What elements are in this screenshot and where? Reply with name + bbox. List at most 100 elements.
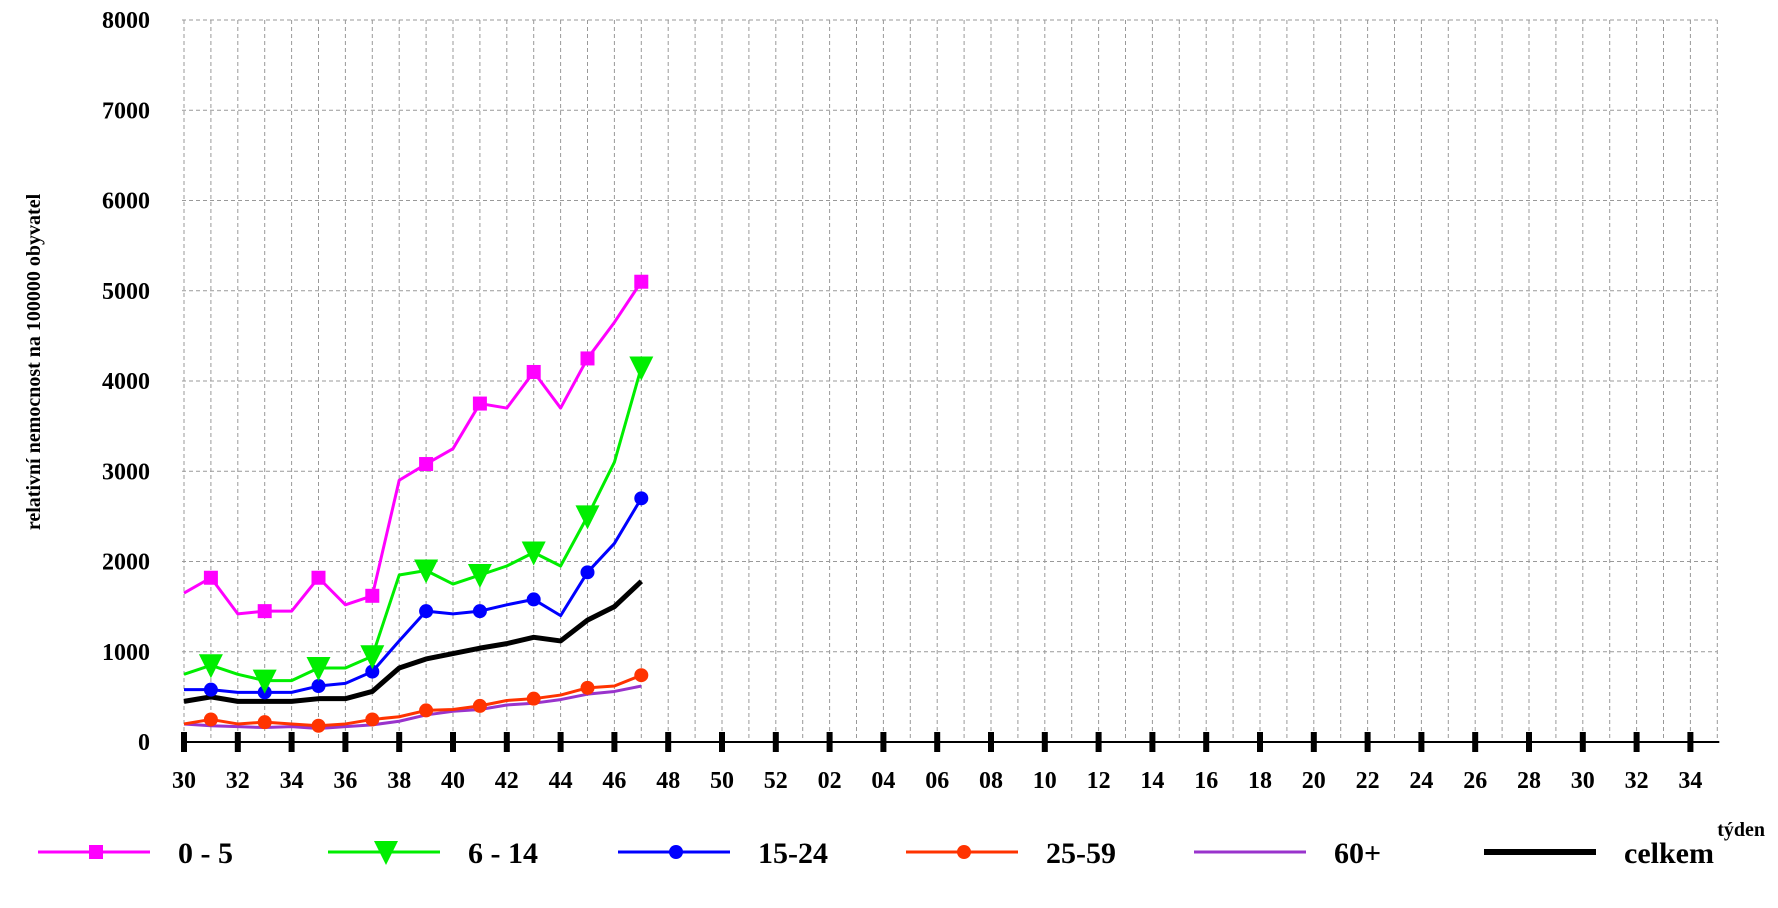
data-point-25-59 <box>257 715 272 730</box>
x-tick-label: 08 <box>979 768 1003 794</box>
data-point-6-14 <box>306 656 331 681</box>
x-tick-mark <box>1364 732 1371 752</box>
x-tick-label: 44 <box>549 768 573 794</box>
x-tick-label: 06 <box>925 768 949 794</box>
legend: 0 - 5 6 - 14 15-24 25-59 60+ celkem <box>38 837 1714 870</box>
x-tick-label: 30 <box>1571 768 1595 794</box>
series-15-24 <box>184 491 649 700</box>
x-tick-label: 26 <box>1463 768 1487 794</box>
x-tick-mark <box>1472 732 1479 752</box>
data-point-6-14 <box>467 564 492 589</box>
x-tick-mark <box>1418 732 1425 752</box>
y-tick-label: 0 <box>138 730 150 756</box>
x-tick-mark <box>1310 732 1317 752</box>
x-tick-mark <box>503 732 510 752</box>
y-tick-label: 6000 <box>102 189 150 215</box>
data-point-25-59 <box>203 712 218 727</box>
legend-marker-0-5 <box>89 845 103 859</box>
x-axis-ticks: 30 32 34 36 38 40 42 44 46 48 50 52 02 04 06 08 10 12 14 16… <box>172 768 1702 794</box>
x-tick-mark <box>934 732 941 752</box>
data-point-0-5 <box>526 364 541 379</box>
x-tick-label: 34 <box>280 768 304 794</box>
x-tick-mark <box>288 732 295 752</box>
x-tick-label: 16 <box>1194 768 1218 794</box>
x-tick-mark <box>611 732 618 752</box>
data-point-25-59 <box>472 698 487 713</box>
data-point-15-24 <box>419 604 434 619</box>
legend-label-6-14: 6 - 14 <box>468 837 538 870</box>
x-tick-label: 42 <box>495 768 519 794</box>
legend-label-60: 60+ <box>1334 837 1381 870</box>
series-group <box>183 274 654 733</box>
x-tick-mark <box>1526 732 1532 752</box>
series-6-14 <box>183 356 654 694</box>
data-point-25-59 <box>580 680 595 695</box>
x-tick-label: 48 <box>656 768 680 794</box>
data-point-25-59 <box>365 712 380 727</box>
data-point-0-5 <box>472 396 487 411</box>
x-axis-label: týden <box>1717 819 1765 841</box>
legend-item-15-24: 15-24 <box>618 837 828 870</box>
x-axis <box>181 732 1720 752</box>
data-point-6-14 <box>360 645 385 670</box>
series-line-celkem <box>183 579 644 704</box>
data-point-0-5 <box>257 604 272 619</box>
data-point-15-24 <box>311 679 326 694</box>
data-point-6-14 <box>414 559 439 584</box>
x-tick-mark <box>772 732 779 752</box>
x-tick-mark <box>181 732 187 752</box>
legend-marker-25-59 <box>957 845 971 859</box>
data-point-0-5 <box>419 457 434 472</box>
x-tick-mark <box>1579 732 1586 752</box>
x-tick-mark <box>988 732 994 752</box>
x-tick-mark <box>1041 732 1048 752</box>
y-tick-label: 8000 <box>102 8 150 34</box>
x-tick-label: 12 <box>1087 768 1111 794</box>
data-point-25-59 <box>311 718 326 733</box>
x-tick-mark <box>826 732 833 752</box>
legend-label-15-24: 15-24 <box>758 837 828 870</box>
series-celkem <box>183 579 644 704</box>
x-tick-mark <box>557 732 564 752</box>
x-tick-label: 38 <box>387 768 411 794</box>
x-tick-label: 40 <box>441 768 465 794</box>
data-point-25-59 <box>634 668 649 683</box>
x-tick-label: 10 <box>1033 768 1057 794</box>
y-tick-label: 2000 <box>102 550 150 576</box>
y-tick-label: 5000 <box>102 279 150 305</box>
x-tick-label: 50 <box>710 768 734 794</box>
data-point-15-24 <box>203 682 218 697</box>
x-tick-mark <box>450 732 456 752</box>
series-0-5 <box>183 274 649 619</box>
x-tick-mark <box>1203 732 1210 752</box>
y-tick-label: 4000 <box>102 369 150 395</box>
series-25-59 <box>183 668 649 733</box>
x-tick-label: 14 <box>1140 768 1164 794</box>
legend-label-0-5: 0 - 5 <box>178 837 233 870</box>
x-tick-mark <box>1257 732 1263 752</box>
data-point-15-24 <box>580 565 595 580</box>
x-tick-label: 46 <box>602 768 626 794</box>
x-tick-mark <box>234 732 241 752</box>
data-point-15-24 <box>472 604 487 619</box>
data-point-0-5 <box>580 351 595 366</box>
x-tick-label: 24 <box>1409 768 1433 794</box>
x-tick-label: 02 <box>818 768 842 794</box>
grid <box>182 19 1718 743</box>
legend-marker-6-14 <box>374 841 398 865</box>
legend-label-celkem: celkem <box>1624 837 1714 870</box>
legend-item-60: 60+ <box>1194 837 1381 870</box>
data-point-6-14 <box>575 505 600 530</box>
data-point-0-5 <box>365 588 380 603</box>
x-tick-label: 22 <box>1356 768 1380 794</box>
x-tick-label: 32 <box>1625 768 1649 794</box>
data-point-0-5 <box>634 274 649 289</box>
y-tick-label: 3000 <box>102 459 150 485</box>
x-tick-label: 36 <box>333 768 357 794</box>
data-point-15-24 <box>365 664 380 679</box>
legend-label-25-59: 25-59 <box>1046 837 1116 870</box>
data-point-15-24 <box>526 592 541 607</box>
x-tick-label: 18 <box>1248 768 1272 794</box>
y-tick-label: 1000 <box>102 640 150 666</box>
